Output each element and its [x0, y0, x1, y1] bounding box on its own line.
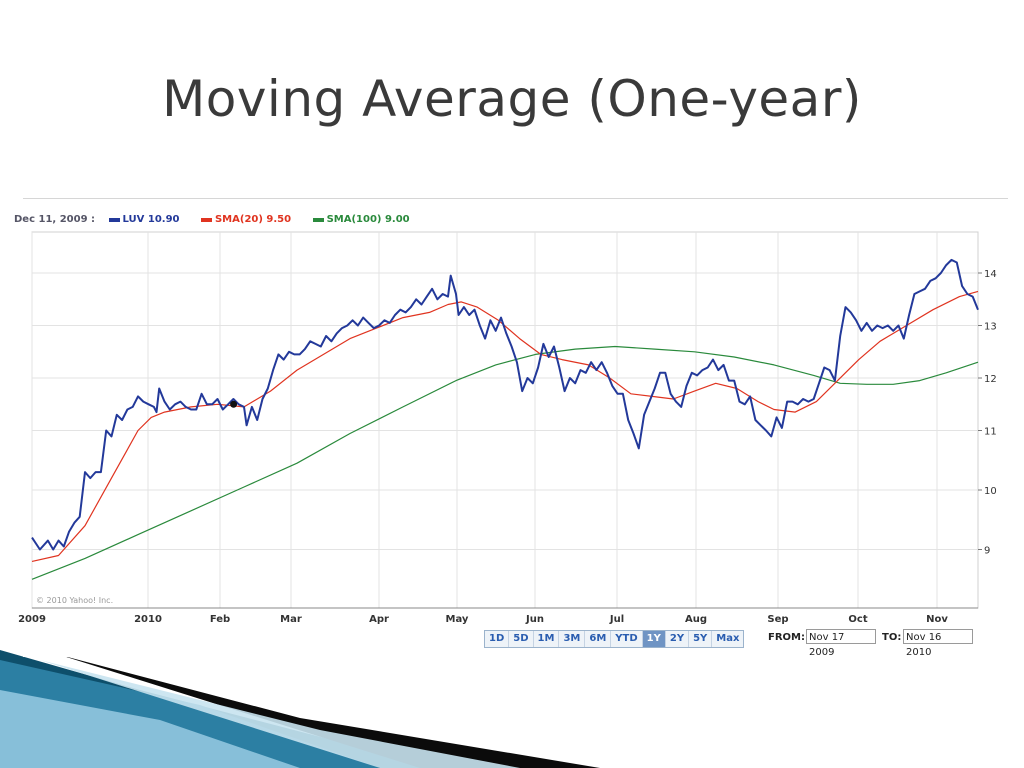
- x-tick-label: Nov: [926, 614, 948, 625]
- x-tick-label: May: [446, 614, 469, 625]
- range-button-ytd[interactable]: YTD: [611, 631, 643, 647]
- range-selector: 1D 5D 1M 3M 6M YTD 1Y 2Y 5Y Max: [484, 630, 745, 648]
- x-tick-label: Sep: [767, 614, 788, 625]
- x-tick-label: Jun: [525, 614, 544, 625]
- x-tick-label: Mar: [280, 614, 302, 625]
- x-tick-label: Aug: [685, 614, 707, 625]
- date-marker: [230, 400, 238, 408]
- series-line-sma100: [31, 345, 979, 580]
- y-tick-label: 10: [984, 486, 997, 497]
- chart-panel: [23, 198, 1008, 657]
- x-tick-label: 2010: [134, 614, 162, 625]
- to-date-input[interactable]: Nov 16 2010: [903, 629, 973, 658]
- legend-item-sma100: SMA(100) 9.00: [312, 214, 410, 226]
- range-button-2y[interactable]: 2Y: [666, 631, 690, 647]
- legend-text-luv: LUV 10.90: [122, 214, 180, 225]
- range-button-max[interactable]: Max: [716, 633, 740, 644]
- x-tick-label: Jul: [609, 614, 624, 625]
- legend-swatch-sma20: [200, 217, 212, 222]
- range-button-5y[interactable]: 5Y: [689, 631, 713, 647]
- legend-item-luv: LUV 10.90: [108, 214, 180, 226]
- to-label: TO:: [882, 632, 902, 643]
- from-label: FROM:: [768, 632, 805, 643]
- range-button-3m[interactable]: 3M: [559, 631, 586, 647]
- legend-text-sma20: SMA(20) 9.50: [214, 214, 292, 225]
- legend-item-sma20: SMA(20) 9.50: [200, 214, 292, 226]
- series-line-luv: [31, 258, 979, 551]
- range-button-5d[interactable]: 5D: [509, 631, 534, 647]
- series-line-sma20: [31, 290, 979, 562]
- range-button-6m[interactable]: 6M: [585, 631, 612, 647]
- legend-swatch-sma100: [312, 217, 324, 222]
- from-date-input[interactable]: Nov 17 2009: [806, 629, 876, 658]
- range-button-1m[interactable]: 1M: [534, 631, 560, 647]
- x-tick-label: 2009: [18, 614, 46, 625]
- plot-area: [31, 231, 979, 609]
- legend-swatch-luv: [108, 217, 120, 222]
- y-tick-label: 13: [984, 322, 997, 333]
- slide-title: Moving Average (One-year): [162, 70, 862, 128]
- chart-legend: Dec 11, 2009 : LUV 10.90 SMA(20) 9.50 SM…: [14, 214, 428, 226]
- y-tick-label: 9: [984, 546, 990, 557]
- copyright-text: © 2010 Yahoo! Inc.: [36, 596, 113, 605]
- y-tick-label: 14: [984, 269, 997, 280]
- x-tick-label: Apr: [369, 614, 389, 625]
- range-button-1d[interactable]: 1D: [485, 631, 510, 647]
- legend-text-sma100: SMA(100) 9.00: [326, 214, 410, 225]
- y-tick-label: 11: [984, 427, 997, 438]
- range-button-1y[interactable]: 1Y: [642, 631, 666, 647]
- legend-date: Dec 11, 2009 :: [14, 214, 96, 226]
- y-tick-label: 12: [984, 374, 997, 385]
- x-tick-label: Oct: [848, 614, 867, 625]
- x-tick-label: Feb: [210, 614, 230, 625]
